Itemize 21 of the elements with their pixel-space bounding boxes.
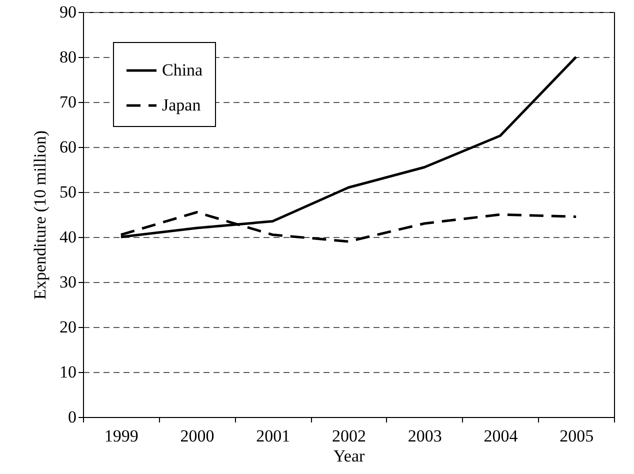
x-tick-label: 2002 <box>332 426 366 446</box>
x-tick-label: 2003 <box>408 426 442 446</box>
y-tick-label: 50 <box>60 182 76 202</box>
x-tick-label: 2000 <box>180 426 214 446</box>
y-tick-label: 0 <box>68 408 76 426</box>
y-tick-label: 90 <box>60 2 76 22</box>
y-tick-label: 10 <box>60 362 76 382</box>
x-tick-label: 2001 <box>256 426 290 446</box>
y-tick-label: 60 <box>60 138 76 156</box>
legend-label: China <box>162 60 204 80</box>
y-tick-label: 20 <box>60 318 76 336</box>
x-tick-label: 2004 <box>484 426 518 446</box>
x-tick-label: 1999 <box>104 426 138 446</box>
y-axis-title: Expenditure (10 million) <box>30 130 50 300</box>
y-tick-label: 70 <box>60 92 76 112</box>
y-tick-label: 30 <box>60 272 76 292</box>
x-axis-title: Year <box>333 446 365 466</box>
y-tick-label: 40 <box>60 228 76 246</box>
x-tick-label: 2005 <box>560 426 594 446</box>
y-tick-label: 80 <box>60 48 76 66</box>
legend-label: Japan <box>162 96 202 114</box>
